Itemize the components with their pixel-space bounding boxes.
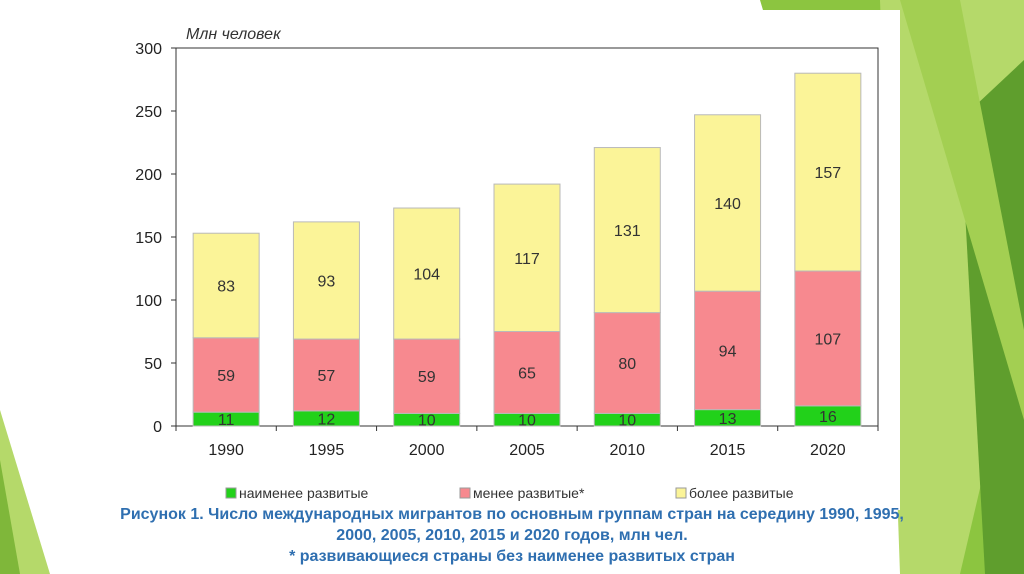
bar-value-label: 59 [418, 369, 436, 386]
bar-value-label: 57 [318, 368, 336, 385]
y-axis-label: Млн человек [186, 26, 282, 43]
y-axis: 0 50 100 150 200 250 300 [135, 41, 176, 436]
x-tick-label: 2005 [509, 442, 545, 459]
bar-value-label: 140 [714, 196, 741, 213]
bar-value-label: 93 [318, 273, 336, 290]
caption-line-3: * развивающиеся страны без наименее разв… [289, 548, 735, 565]
caption-line-2: 2000, 2005, 2010, 2015 и 2020 годов, млн… [336, 527, 688, 544]
stacked-bar-chart: Млн человек 0 50 100 150 200 250 300 11 59 83 12 5… [135, 26, 879, 501]
x-tick-label: 2010 [609, 442, 645, 459]
bar-value-label: 107 [815, 331, 842, 348]
y-tick-label: 200 [135, 167, 162, 184]
bar-value-label: 94 [719, 343, 737, 360]
legend: наименее развитые менее развитые* более ра… [225, 485, 794, 501]
bar-segment [794, 270, 862, 407]
legend-label: наименее развитые [239, 485, 369, 501]
bar-value-label: 131 [614, 223, 641, 240]
bar-segment [694, 114, 762, 292]
bar-value-label: 10 [618, 413, 636, 430]
legend-label: более развитые [689, 485, 794, 501]
y-tick-label: 0 [153, 419, 162, 436]
legend-swatch [225, 487, 237, 499]
bar-value-label: 16 [819, 409, 837, 426]
bar-segment [493, 183, 561, 332]
y-tick-label: 300 [135, 41, 162, 58]
bar-segment [192, 232, 260, 339]
bar-segment [794, 72, 862, 272]
bar-segment [493, 331, 561, 414]
bar-segment [593, 312, 661, 414]
chart-panel: Млн человек 0 50 100 150 200 250 300 11 59 83 12 5… [108, 10, 900, 510]
band-right-stripe [900, 0, 1024, 420]
bar-value-label: 10 [518, 413, 536, 430]
bar-value-label: 117 [514, 251, 540, 268]
legend-swatch [459, 487, 471, 499]
bar-value-label: 65 [518, 365, 536, 382]
bar-segment [694, 290, 762, 411]
x-tick-label: 1990 [208, 442, 244, 459]
x-tick-label: 2020 [810, 442, 846, 459]
y-tick-label: 150 [135, 230, 162, 247]
band-left-dark [0, 460, 20, 574]
bar-segment [292, 221, 360, 340]
y-tick-label: 250 [135, 104, 162, 121]
x-axis: 1990 1995 2000 2005 2010 2015 2020 [175, 426, 879, 459]
bar-value-label: 59 [217, 368, 235, 385]
legend-swatch [675, 487, 687, 499]
bar-segment [593, 147, 661, 314]
bar-value-label: 10 [418, 413, 436, 430]
bar-value-label: 104 [413, 267, 440, 284]
bar-value-label: 13 [719, 411, 737, 428]
bar-value-label: 157 [815, 165, 842, 182]
bar-value-label: 12 [318, 411, 336, 428]
x-tick-label: 2000 [409, 442, 445, 459]
bars: 11 59 83 12 57 93 10 59 104 10 65 117 10 80 131 13 94 140… [192, 72, 862, 430]
bar-segment [192, 337, 260, 413]
figure-caption: Рисунок 1. Число международных мигрантов… [0, 504, 1024, 567]
bar-value-label: 80 [618, 356, 636, 373]
legend-label: менее развитые* [473, 485, 585, 501]
x-tick-label: 2015 [710, 442, 746, 459]
x-tick-label: 1995 [309, 442, 345, 459]
bar-segment [292, 338, 360, 412]
y-tick-label: 100 [135, 293, 162, 310]
caption-line-1: Рисунок 1. Число международных мигрантов… [120, 506, 904, 523]
bar-value-label: 83 [217, 279, 235, 296]
y-tick-label: 50 [144, 356, 162, 373]
bar-segment [393, 207, 461, 340]
bar-value-label: 11 [218, 412, 235, 429]
